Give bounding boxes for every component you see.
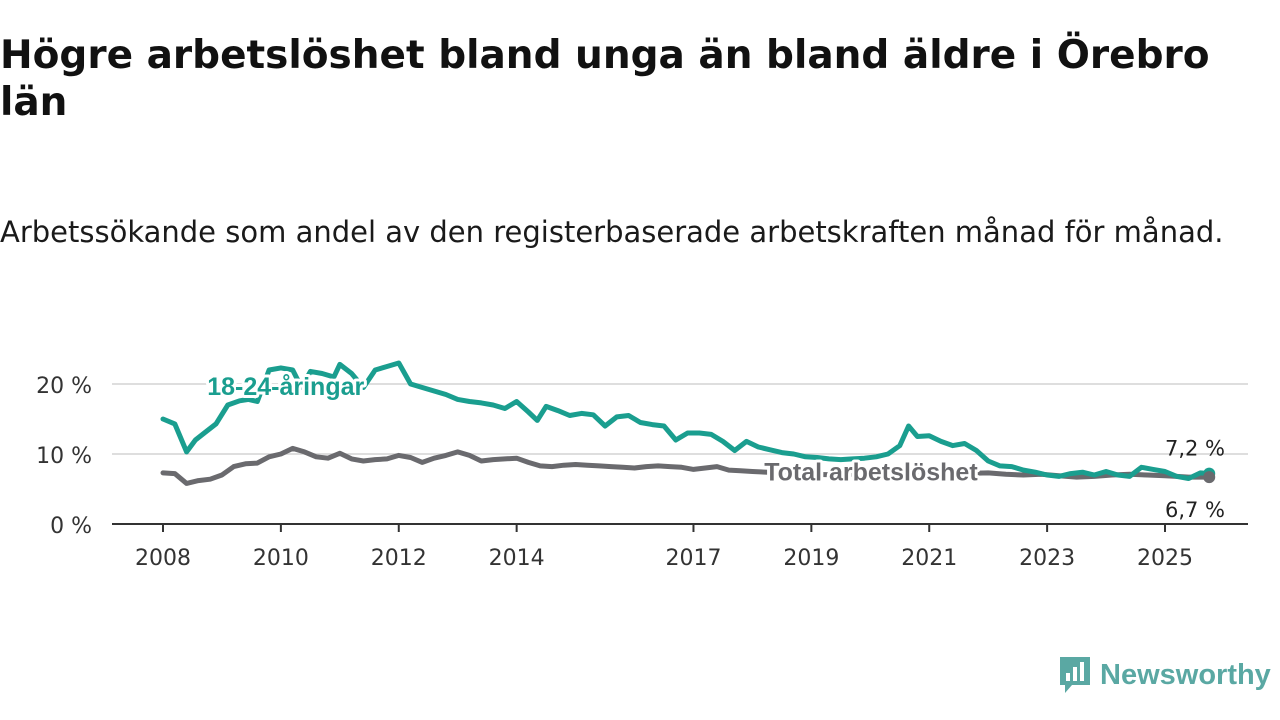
x-tick-label: 2021 [901, 546, 957, 571]
x-tick-label: 2019 [783, 546, 839, 571]
series-label-total: Total arbetslöshet [764, 459, 978, 487]
end-value-label-youth: 7,2 % [1165, 437, 1225, 461]
series-line-total [160, 445, 1212, 486]
newsworthy-logo: Newsworthy [1058, 655, 1271, 695]
brand-name: Newsworthy [1100, 658, 1271, 691]
bar-chart-icon [1060, 657, 1090, 693]
series-label-youth: 18-24-åringar [207, 373, 364, 401]
x-tick-label: 2017 [665, 546, 721, 571]
x-tick-label: 2012 [371, 546, 427, 571]
x-tick-label: 2014 [489, 546, 545, 571]
y-tick-label: 20 % [36, 374, 92, 399]
x-tick-label: 2025 [1137, 546, 1193, 571]
end-value-label-total: 6,7 % [1165, 498, 1225, 522]
y-tick-label: 0 % [50, 514, 92, 539]
series-line-youth [160, 360, 1212, 481]
x-tick-label: 2010 [253, 546, 309, 571]
series-end-point-total [1203, 471, 1216, 484]
x-tick-label: 2008 [135, 546, 191, 571]
x-tick-label: 2023 [1019, 546, 1075, 571]
chart-subtitle: Arbetssökande som andel av den registerb… [0, 215, 1224, 249]
chart-title: Högre arbetslöshet bland unga än bland ä… [0, 33, 1210, 125]
y-tick-label: 10 % [36, 444, 92, 469]
